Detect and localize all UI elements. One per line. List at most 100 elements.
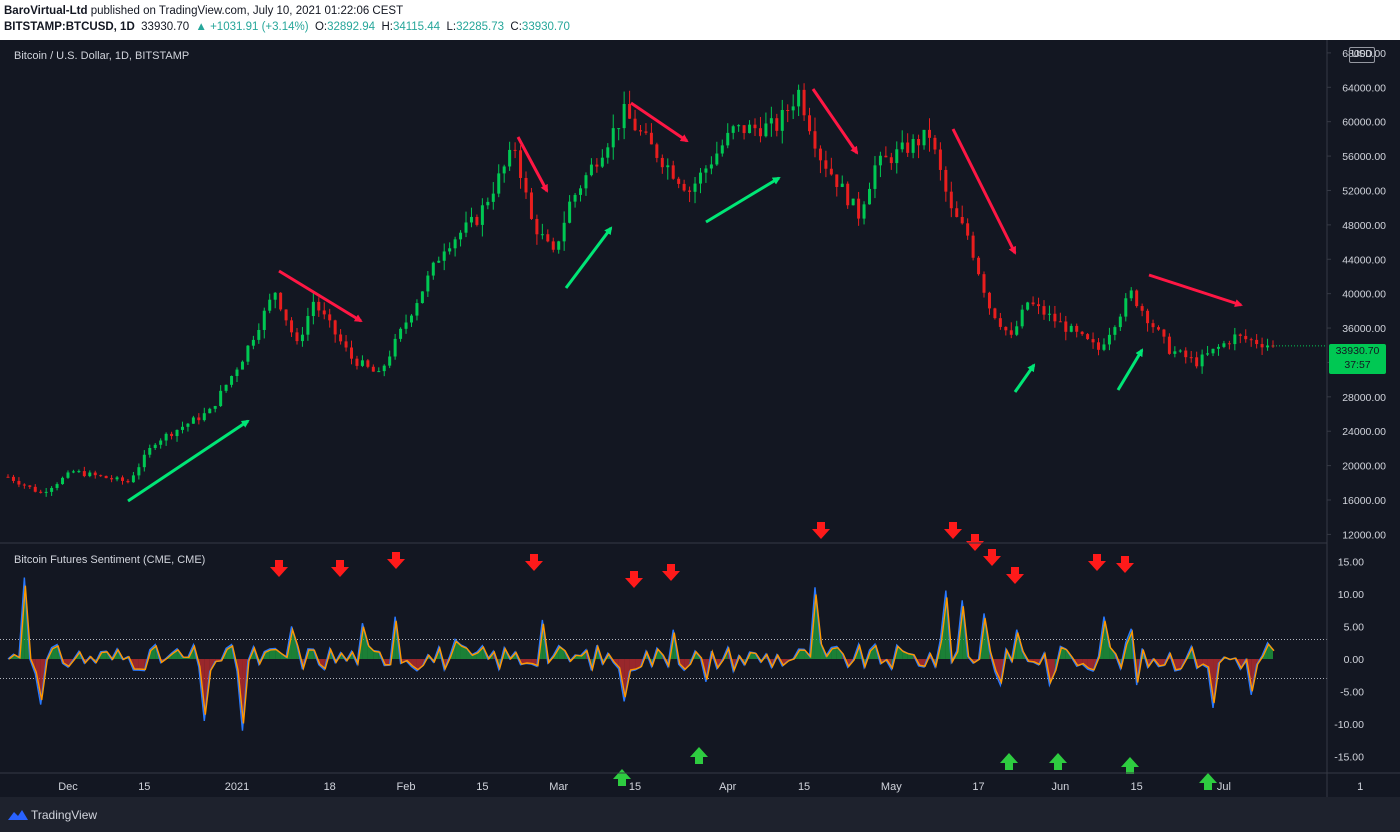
buy-signal-arrow-icon <box>690 747 708 764</box>
candle-body <box>562 222 566 242</box>
candle-body <box>709 164 713 169</box>
candle-body <box>1015 326 1019 335</box>
candle-body <box>257 329 261 340</box>
candle-body <box>715 153 719 165</box>
down-trend-arrow <box>811 88 859 155</box>
price-axis-tick: 44000.00 <box>1342 254 1386 266</box>
candle-body <box>857 198 861 219</box>
candle-body <box>322 310 326 315</box>
down-trend-arrow <box>1148 273 1243 307</box>
price-axis-tick: 24000.00 <box>1342 426 1386 438</box>
candle-body <box>829 168 833 175</box>
candle-body <box>93 472 97 476</box>
tradingview-logo-icon <box>8 810 28 820</box>
time-axis-tick: 15 <box>1131 781 1143 793</box>
candle-body <box>1238 334 1242 336</box>
candle-body <box>938 149 942 170</box>
sentiment-area-segment <box>798 649 805 659</box>
candle-body <box>993 308 997 319</box>
price-axis-tick: 20000.00 <box>1342 461 1386 473</box>
footer-brand[interactable]: TradingView <box>31 808 98 822</box>
sentiment-area-segment <box>269 648 276 659</box>
candle-body <box>164 433 168 441</box>
candle-body <box>1020 309 1024 327</box>
candle-body <box>1206 353 1210 355</box>
candle-body <box>868 188 872 205</box>
candle-body <box>55 484 59 488</box>
time-axis-tick: Feb <box>397 781 416 793</box>
indicator-axis-tick: -15.00 <box>1334 752 1364 764</box>
candle-body <box>202 413 206 421</box>
sentiment-area-segment <box>460 644 467 659</box>
chart-area[interactable]: 68000.00 64000.00 60000.00 56000.00 52000.00… <box>0 40 1400 797</box>
candle-body <box>1167 336 1171 354</box>
sentiment-area-segment <box>133 659 139 671</box>
candle-body <box>355 358 359 366</box>
sentiment-area-segment <box>831 646 837 659</box>
price-tag-value: 33930.70 <box>1335 345 1380 357</box>
sentiment-area-segment <box>684 659 690 671</box>
candle-body <box>82 471 86 477</box>
candle-body <box>639 130 642 132</box>
candle-body <box>1244 335 1248 340</box>
time-axis-tick: Apr <box>719 781 736 793</box>
candle-body <box>1009 330 1013 335</box>
candle-body <box>306 316 310 335</box>
price-axis-tick: 64000.00 <box>1342 82 1386 94</box>
time-axis-tick: 15 <box>798 781 810 793</box>
candle-body <box>1222 343 1226 347</box>
candle-body <box>170 433 174 437</box>
candle-body <box>486 201 490 206</box>
candle-body <box>900 142 904 150</box>
candle-body <box>317 301 321 311</box>
candle-body <box>1058 321 1062 323</box>
publisher-name[interactable]: BaroVirtual-Ltd <box>4 5 88 17</box>
candle-body <box>682 183 686 191</box>
price-axis-tick: 52000.00 <box>1342 185 1386 197</box>
candle-body <box>775 118 779 131</box>
indicator-pane-title: Bitcoin Futures Sentiment (CME, CME) <box>14 554 205 566</box>
currency-badge[interactable]: USD <box>1349 47 1375 63</box>
candle-body <box>1042 306 1046 315</box>
candle-body <box>1173 351 1177 354</box>
candle-body <box>1146 310 1150 324</box>
candle-body <box>1080 331 1084 335</box>
candle-body <box>1151 323 1155 328</box>
candle-body <box>88 472 92 477</box>
price-axis-tick: 48000.00 <box>1342 220 1386 232</box>
indicator-axis-tick: 5.00 <box>1344 621 1365 633</box>
candle-body <box>415 303 419 316</box>
buy-signal-arrow-icon <box>1121 757 1139 774</box>
candle-body <box>186 423 190 427</box>
sell-signal-arrow-icon <box>983 549 1001 566</box>
symbol-label[interactable]: BITSTAMP:BTCUSD, 1D <box>4 21 135 33</box>
candle-body <box>873 165 877 189</box>
candle-body <box>339 334 343 342</box>
sentiment-area-segment <box>1038 653 1044 665</box>
candle-body <box>513 149 517 151</box>
candle-body <box>273 292 277 300</box>
candle-body <box>175 429 179 437</box>
candle-body <box>1086 334 1090 340</box>
candle-body <box>600 157 604 167</box>
candle-body <box>480 205 484 225</box>
sentiment-area-segment <box>1109 646 1115 659</box>
candle-body <box>448 248 452 252</box>
time-axis-tick: 17 <box>972 781 984 793</box>
candle-body <box>742 125 746 134</box>
candle-body <box>982 274 986 293</box>
candle-body <box>688 190 692 192</box>
candle-body <box>431 262 435 276</box>
candle-body <box>28 485 32 487</box>
candle-body <box>61 477 65 485</box>
candle-body <box>1184 350 1188 358</box>
candle-body <box>148 447 152 455</box>
candle-body <box>1135 290 1139 307</box>
price-axis-tick: 28000.00 <box>1342 392 1386 404</box>
sentiment-area-segment <box>836 646 843 659</box>
sell-signal-arrow-icon <box>1006 567 1024 584</box>
indicator-axis-tick: 10.00 <box>1338 589 1364 601</box>
candle-body <box>437 260 441 263</box>
candle-body <box>1233 334 1237 345</box>
sell-signal-arrow-icon <box>812 522 830 539</box>
